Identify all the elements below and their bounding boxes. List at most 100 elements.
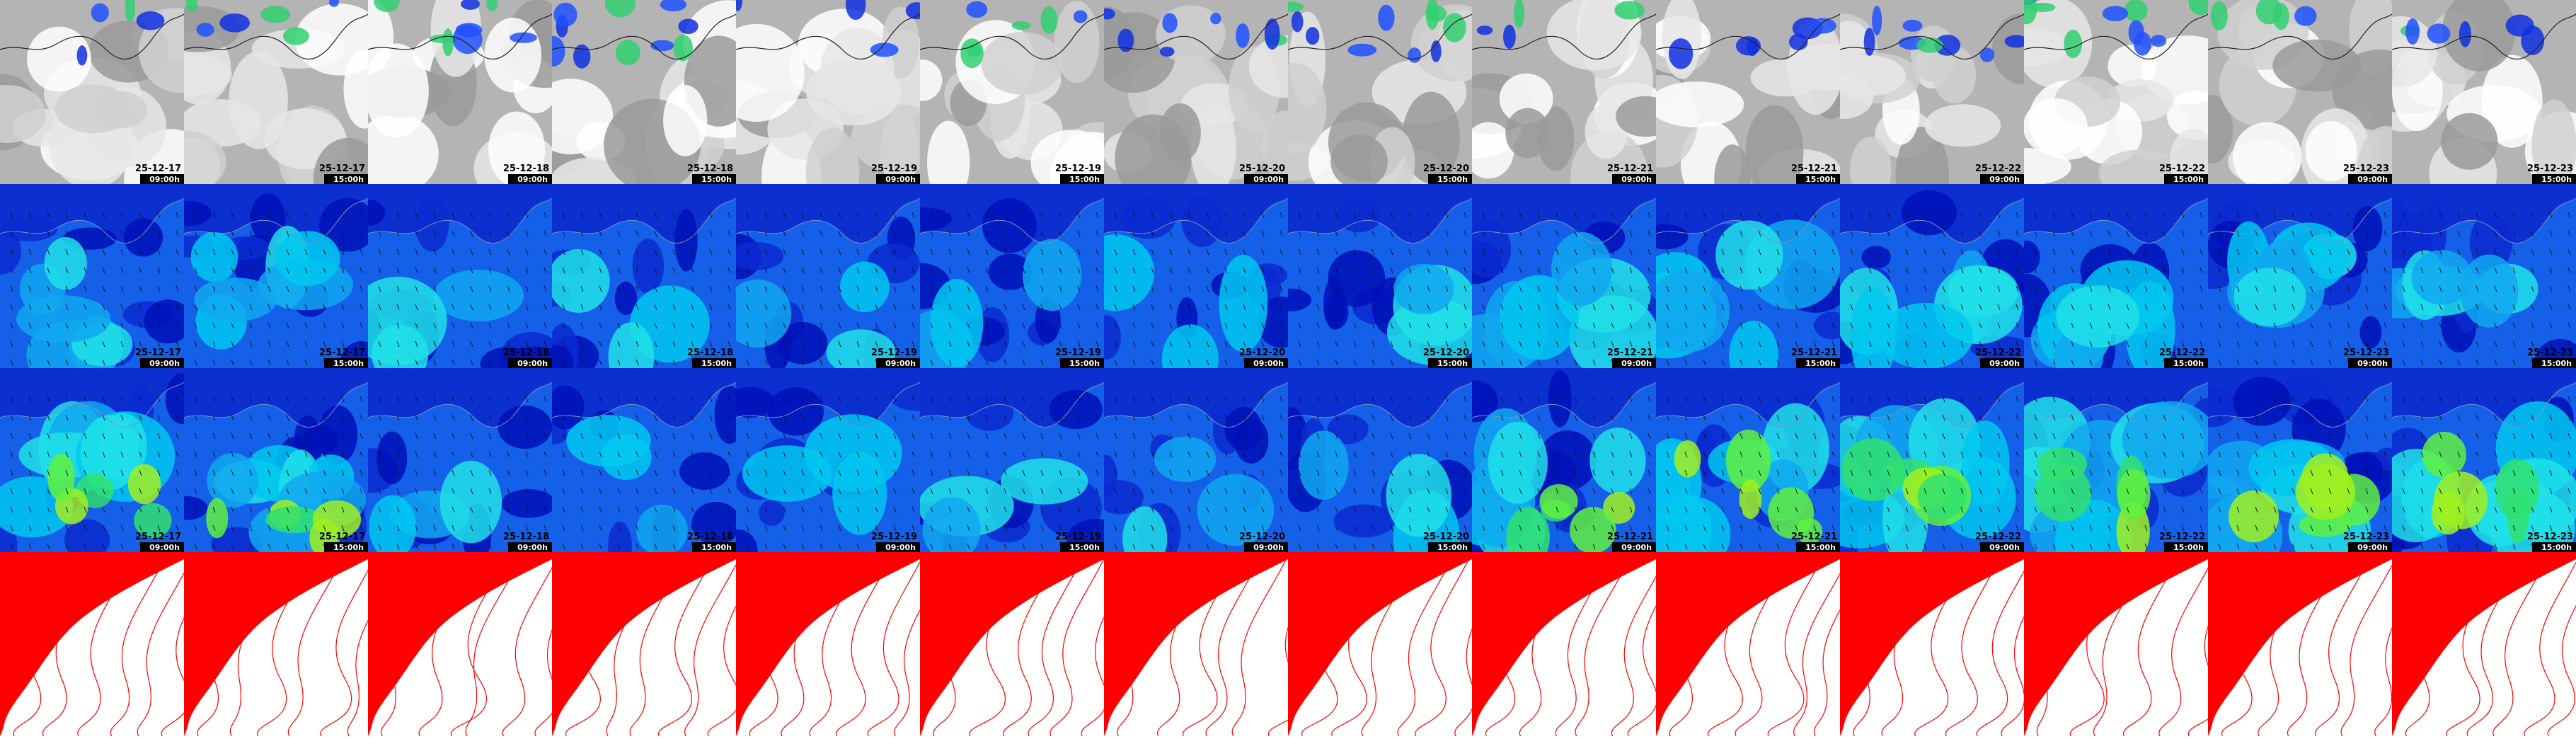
- wind-arrow: [1629, 285, 1633, 292]
- wind-arrow: [709, 340, 713, 348]
- field-blob: [184, 130, 226, 184]
- wind-arrow: [525, 212, 529, 219]
- wind-arrow: [746, 322, 749, 329]
- field-blob: [265, 506, 322, 534]
- wind-arrow: [2402, 432, 2405, 440]
- wind-arrow: [2420, 506, 2424, 513]
- isoline: [1050, 558, 1104, 736]
- coastline: [920, 382, 1104, 428]
- wind-arrow: [212, 506, 216, 513]
- land-field: [2024, 184, 2208, 244]
- wind-arrow: [84, 340, 87, 348]
- wind-arrow: [1132, 304, 1136, 311]
- wind-arrow: [1298, 285, 1301, 292]
- wind-arrow: [1537, 248, 1541, 256]
- wind-arrow: [1224, 322, 1228, 329]
- wind-arrow: [2052, 340, 2056, 348]
- wind-arrow: [1703, 285, 1706, 292]
- field-blob: [2427, 23, 2451, 44]
- wind-arrow: [1758, 432, 1761, 440]
- field-blob: [2102, 6, 2129, 22]
- wind-arrow: [1740, 304, 1743, 311]
- wind-arrow: [893, 451, 897, 458]
- wind-arrow: [194, 432, 197, 440]
- wind-arrow: [1188, 248, 1191, 256]
- wind-arrow: [820, 414, 823, 421]
- wind-arrow: [1500, 506, 1504, 513]
- wind-arrow: [1114, 469, 1117, 476]
- wind-arrow: [415, 322, 418, 329]
- wind-arrow: [1850, 230, 1853, 237]
- isoline: [465, 552, 524, 736]
- wind-arrow: [1280, 488, 1283, 495]
- wind-arrow: [452, 543, 455, 550]
- field-blob: [1162, 13, 1178, 33]
- wind-arrow: [2218, 432, 2221, 440]
- wind-arrow: [746, 525, 749, 532]
- wind-arrow: [1611, 469, 1614, 476]
- wind-arrow: [1372, 212, 1375, 219]
- wind-arrow: [286, 304, 289, 311]
- wind-arrow: [84, 359, 87, 366]
- wind-arrow: [194, 506, 197, 513]
- wind-arrow: [1408, 340, 1412, 348]
- wind-arrow: [1776, 543, 1780, 550]
- field-blob: [552, 385, 585, 430]
- wind-arrow: [1114, 322, 1117, 329]
- wind-arrow: [1537, 506, 1541, 513]
- wind-arrow: [2144, 230, 2148, 237]
- wind-arrow: [415, 451, 418, 458]
- wind-arrow: [893, 469, 897, 476]
- wind-arrow: [1721, 285, 1725, 292]
- wind-arrow: [1519, 396, 1522, 403]
- wind-arrow: [360, 525, 363, 532]
- wind-arrow: [470, 543, 473, 550]
- field-blob: [736, 386, 775, 418]
- time-box: [876, 542, 920, 552]
- wind-arrow: [2071, 248, 2074, 256]
- wind-arrow: [1850, 267, 1853, 274]
- field-blob: [691, 501, 736, 545]
- field-blob: [1878, 303, 1974, 368]
- wind-arrow: [2512, 451, 2516, 458]
- wind-arrow: [470, 506, 473, 513]
- wind-arrow: [967, 322, 970, 329]
- wind-arrow: [2273, 359, 2277, 366]
- wind-arrow: [1592, 525, 1596, 532]
- field-blob: [0, 217, 58, 241]
- wind-arrow: [2310, 506, 2313, 513]
- field-blob: [2208, 386, 2238, 428]
- wind-arrow: [1004, 359, 1007, 366]
- wind-arrow: [2568, 267, 2571, 274]
- wind-arrow: [2494, 340, 2497, 348]
- isoline: [1735, 552, 1793, 736]
- wind-arrow: [139, 322, 142, 329]
- wind-arrow: [231, 340, 234, 348]
- wind-arrow: [488, 267, 492, 274]
- wind-arrow: [1316, 451, 1320, 458]
- wind-arrow: [1482, 248, 1485, 256]
- wind-arrow: [1666, 488, 1669, 495]
- wind-arrow: [433, 322, 437, 329]
- wind-arrow: [1261, 285, 1265, 292]
- time-box: [2532, 174, 2576, 184]
- time-box: [1612, 174, 1656, 184]
- wind-arrow: [2052, 414, 2056, 421]
- wind-arrow: [801, 212, 805, 219]
- wind-arrow: [1887, 230, 1890, 237]
- coastline: [1288, 382, 1472, 428]
- wind-arrow: [2181, 248, 2185, 256]
- wind-arrow: [507, 432, 510, 440]
- wind-arrow: [1022, 267, 1025, 274]
- wind-arrow: [2071, 396, 2074, 403]
- wind-arrow: [948, 432, 952, 440]
- wind-arrow: [1408, 432, 1412, 440]
- wind-arrow: [1390, 414, 1393, 421]
- wind-arrow: [1942, 230, 1945, 237]
- wind-arrow: [120, 506, 124, 513]
- wind-arrow: [249, 506, 253, 513]
- tile-time: 09:00h: [1621, 175, 1652, 184]
- wind-arrow: [1427, 414, 1430, 421]
- wind-arrow: [2052, 488, 2056, 495]
- wind-arrow: [1684, 304, 1688, 311]
